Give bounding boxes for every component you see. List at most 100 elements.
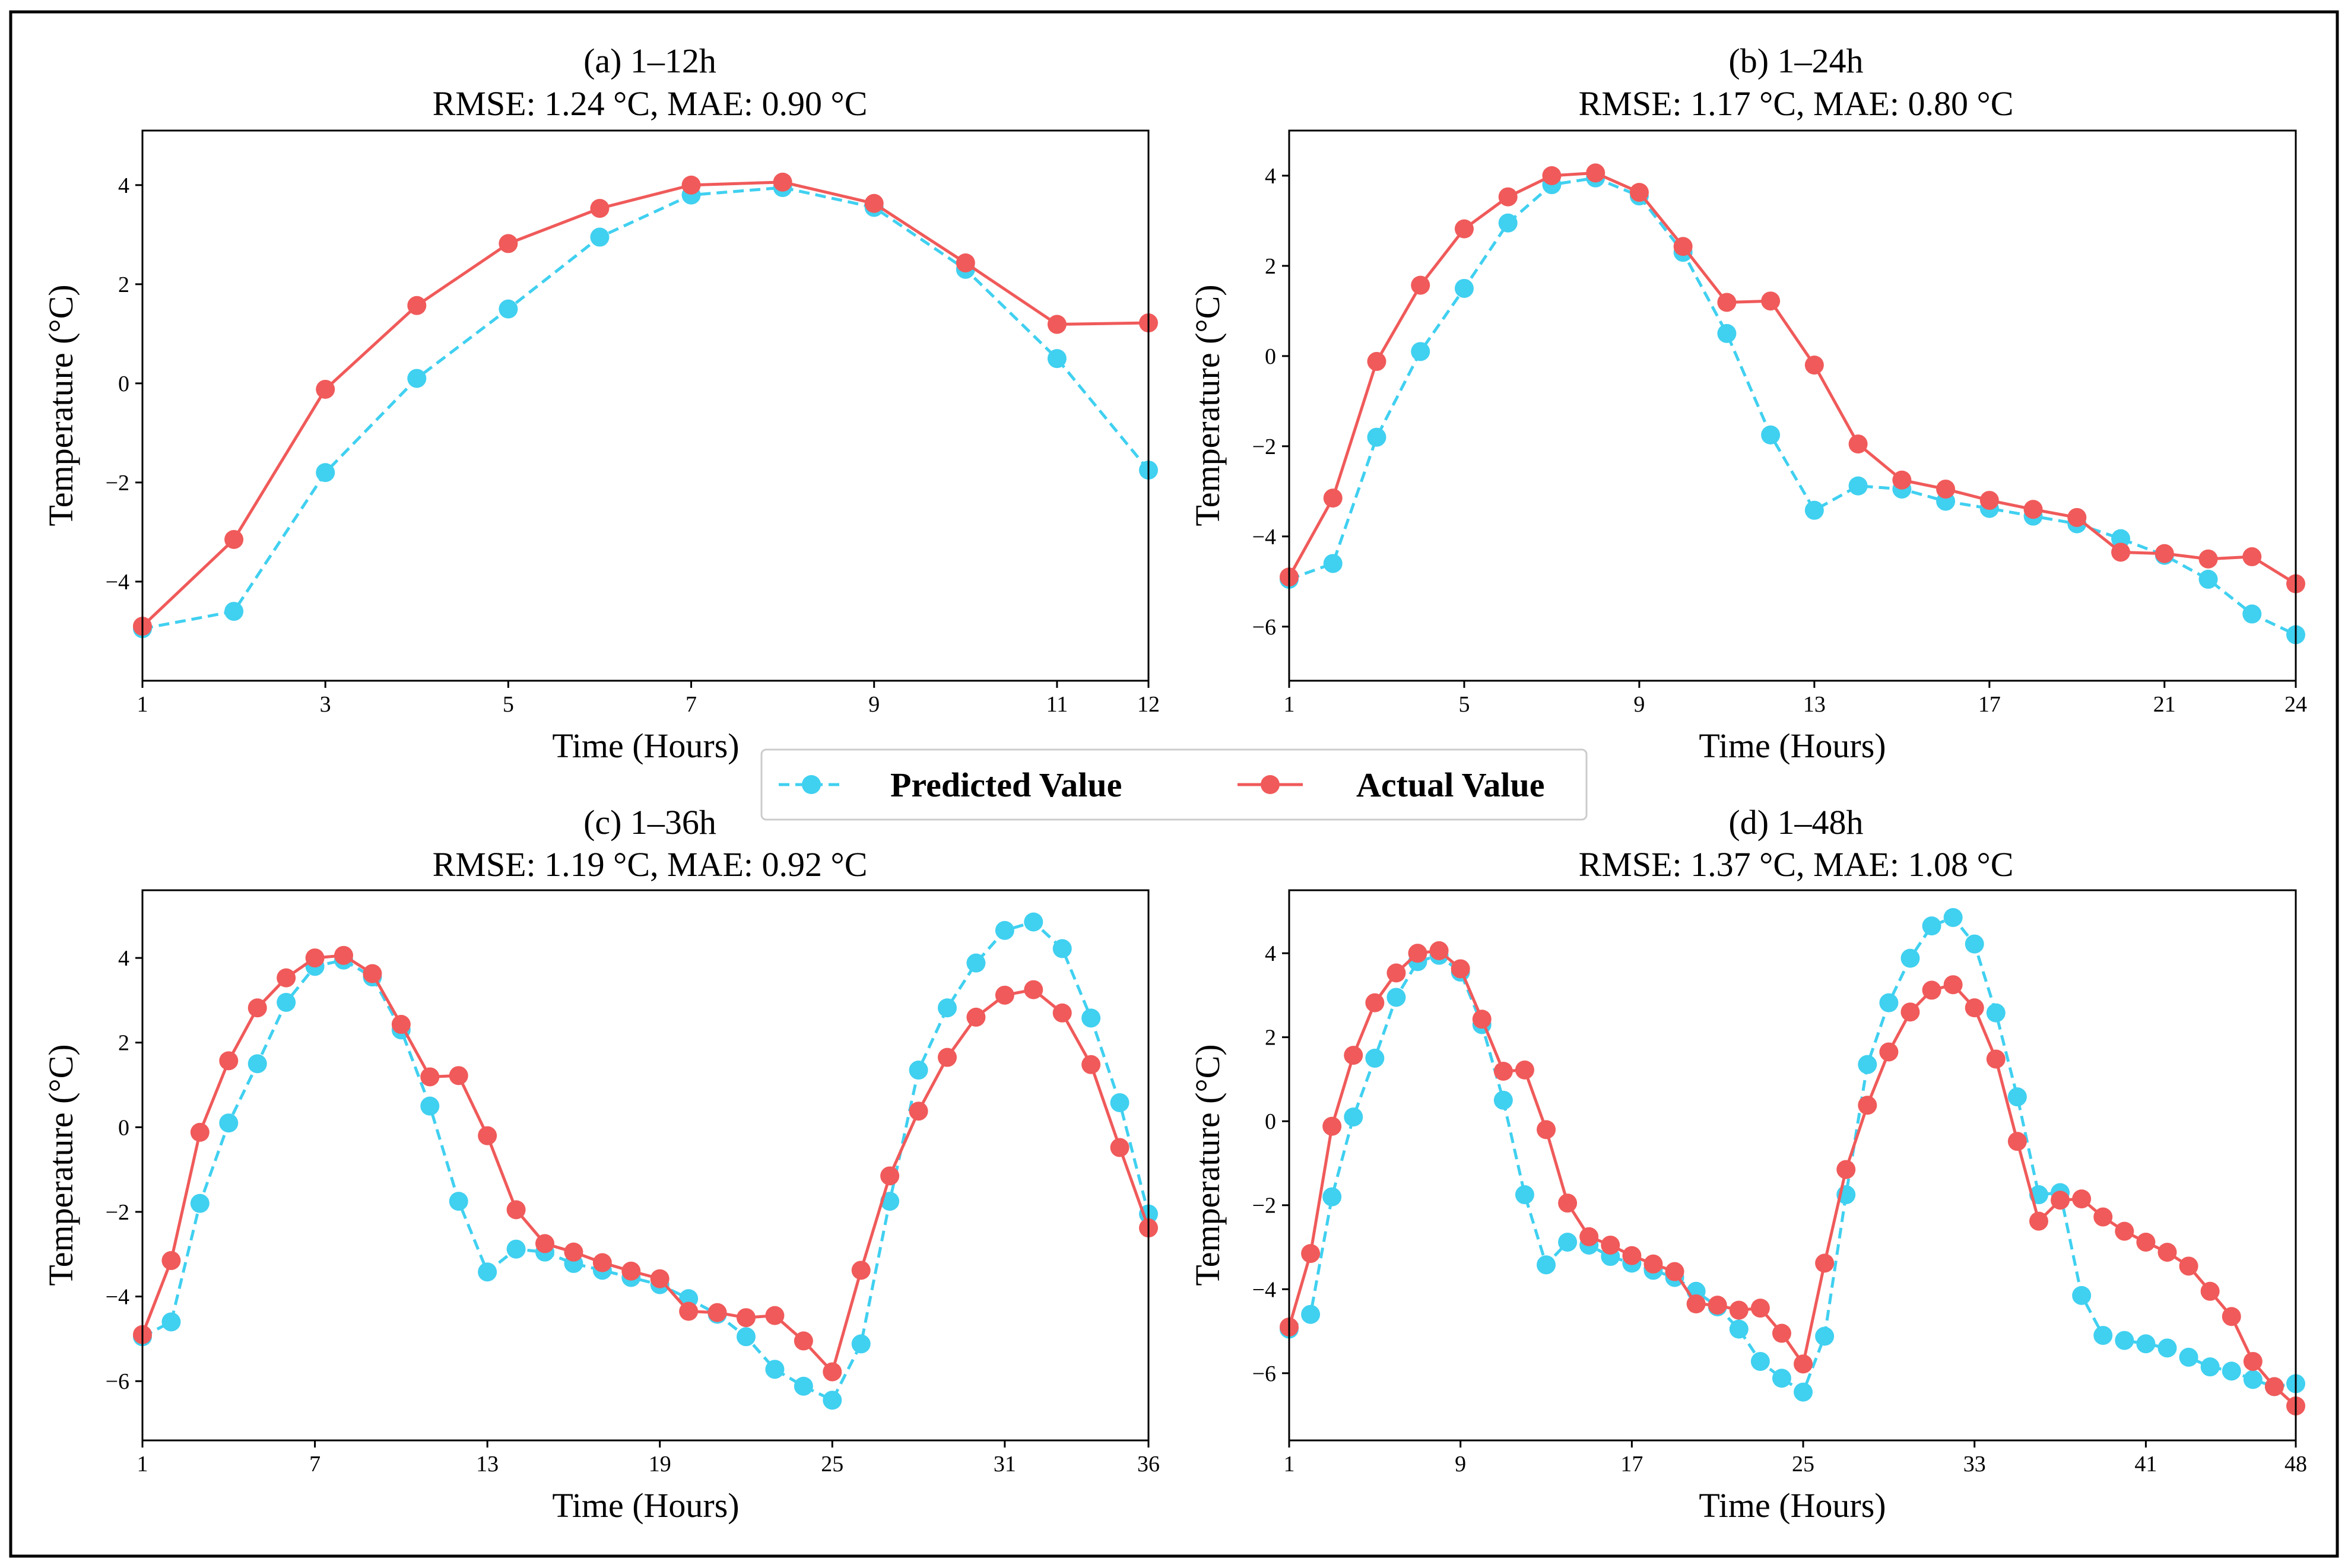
panel-d-actual-point (1622, 1246, 1642, 1265)
panel-c-predicted-point (823, 1391, 842, 1410)
panel-a-actual-point (224, 529, 244, 549)
panel-d-ytick-label: 0 (1265, 1109, 1276, 1134)
panel-a-ytick-label: 0 (118, 372, 129, 396)
panel-b-predicted-point (1323, 554, 1343, 573)
panel-b-predicted-point (1498, 213, 1518, 233)
panel-c-actual-point (219, 1051, 239, 1071)
panel-c-xtick-label: 1 (137, 1452, 148, 1477)
panel-a-ytick-label: 2 (118, 272, 129, 297)
panel-a-xtick-label: 3 (320, 692, 331, 717)
panel-c-actual-point (334, 945, 353, 965)
panel-b-title: (b) 1–24h (1728, 42, 1863, 80)
legend-actual-label: Actual Value (1356, 766, 1544, 804)
panel-d-actual-point (2051, 1191, 2070, 1210)
panel-b-actual-point (1848, 434, 1868, 454)
panel-c-actual-point (305, 948, 325, 968)
panel-c-predicted-point (966, 953, 986, 973)
panel-b-xlabel: Time (Hours) (1699, 726, 1886, 765)
panel-a-predicted-point (590, 227, 610, 247)
panel-c-actual-point (938, 1048, 957, 1067)
panel-c-predicted-point (1110, 1093, 1129, 1112)
legend: Predicted Value Actual Value (760, 748, 1588, 821)
panel-d-predicted-point (1729, 1319, 1749, 1339)
panel-d-plot: 1 9 17 25 33 41 48 −6 −4 −2 0 2 4 (1252, 889, 2307, 1477)
panel-b-actual-point (2067, 507, 2087, 527)
panel-d-predicted-point (1344, 1107, 1363, 1127)
panel-d-ytick-label: −2 (1252, 1194, 1276, 1218)
panel-a-xtick-label: 1 (137, 692, 148, 717)
panel-a: (a) 1–12h RMSE: 1.24 °C, MAE: 0.90 °C 1 3… (42, 42, 1160, 765)
panel-d-actual-point (2222, 1307, 2241, 1326)
panel-d-predicted-point (1986, 1003, 2006, 1023)
panel-d-actual-point (2072, 1189, 2092, 1209)
panel-b-predicted-point (1804, 500, 1824, 520)
panel-d-actual-point (1537, 1120, 1556, 1140)
panel-c-ytick-label: 0 (118, 1115, 129, 1140)
panel-d-predicted-point (2222, 1361, 2241, 1381)
panel-b-actual-point (2111, 542, 2131, 562)
panel-c-actual-point (995, 985, 1014, 1005)
panel-c-predicted-point (219, 1113, 239, 1133)
panel-b-actual-point (1367, 352, 1386, 372)
panel-d-actual-point (1943, 975, 1963, 995)
panel-c-actual-point (765, 1306, 785, 1325)
panel-c-predicted-point (248, 1054, 267, 1074)
panel-d-actual-point (1301, 1244, 1321, 1264)
panel-c-axes-frame (141, 889, 1150, 1442)
panel-d-predicted-point (2136, 1334, 2156, 1354)
panel-c-actual-point (621, 1261, 641, 1281)
panel-c-ytick-label: −4 (106, 1285, 129, 1310)
panel-b-ytick-label: −4 (1252, 525, 1276, 550)
panel-a-actual-point (316, 379, 335, 399)
panel-c-actual-point (851, 1261, 871, 1280)
panel-b-xtick-label: 17 (1978, 692, 2001, 717)
panel-d-predicted-point (1794, 1382, 1813, 1402)
panel-d-xtick-label: 48 (2284, 1452, 2307, 1477)
panel-c-xtick-label: 19 (649, 1452, 671, 1477)
panel-c-predicted-point (161, 1312, 181, 1332)
panel-b-actual-point (2023, 500, 2043, 519)
panel-d-predicted-point (1537, 1255, 1556, 1275)
panel-d-predicted-point (1965, 934, 1984, 954)
panel-d-actual-point (2029, 1211, 2048, 1231)
panel-b-ytick-label: 4 (1265, 164, 1276, 189)
panel-d-actual-point (2007, 1132, 2027, 1151)
legend-actual-marker (1261, 775, 1280, 794)
panel-b-predicted-point (1848, 476, 1868, 496)
panel-b-actual-point (1761, 291, 1781, 311)
panel-d-actual-point (1558, 1194, 1578, 1213)
panel-d-predicted-point (2115, 1331, 2134, 1350)
panel-d-actual-point (1643, 1254, 1663, 1274)
panel-c-actual-point (966, 1007, 986, 1027)
panel-d-actual-point (2264, 1377, 2284, 1396)
panel-d-predicted-point (1815, 1326, 1835, 1346)
panel-b-ytick-label: 2 (1265, 254, 1276, 279)
panel-b-actual-point (1411, 275, 1430, 295)
panel-c-actual-point (707, 1303, 727, 1322)
panel-c-xtick-label: 7 (309, 1452, 321, 1477)
panel-c-actual-point (248, 998, 267, 1018)
panel-d-actual-point (1986, 1049, 2006, 1069)
panel-b-predicted-point (1367, 427, 1386, 447)
panel-d-predicted-point (1879, 993, 1899, 1012)
panel-d-xtick-label: 17 (1620, 1452, 1643, 1477)
panel-d: (d) 1–48h RMSE: 1.37 °C, MAE: 1.08 °C 1 9… (1188, 803, 2307, 1525)
panel-b-predicted-point (2111, 529, 2131, 548)
panel-d-predicted-point (2200, 1357, 2220, 1377)
panel-c-predicted-point (851, 1334, 871, 1354)
panel-c-predicted-point (1024, 912, 1043, 932)
panel-a-predicted-point (1047, 349, 1067, 369)
panel-d-xtick-label: 9 (1455, 1452, 1466, 1477)
panel-d-predicted-point (1900, 948, 1920, 968)
panel-c-actual-point (823, 1362, 842, 1382)
panel-c-actual-point (1024, 980, 1043, 999)
panel-c-actual-point (190, 1122, 210, 1142)
panel-c-actual-point (679, 1302, 699, 1321)
panel-d-ytick-label: −4 (1252, 1277, 1276, 1302)
panel-a-xtick-label: 9 (868, 692, 880, 717)
panel-d-predicted-point (2093, 1326, 2113, 1345)
panel-b-actual-point (1673, 237, 1693, 256)
panel-d-actual-point (1322, 1116, 1342, 1136)
panel-b-ytick-label: −2 (1252, 434, 1276, 459)
